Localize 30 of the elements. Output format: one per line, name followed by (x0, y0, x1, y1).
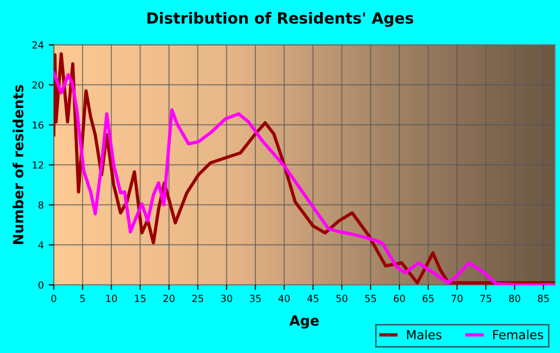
x-tick-label: 5 (80, 294, 85, 302)
x-tick-label: 45 (307, 294, 318, 302)
legend-label: Females (493, 330, 544, 340)
y-tick-label: 0 (38, 281, 44, 289)
x-tick-label: 55 (365, 294, 376, 302)
y-tick-label: 16 (32, 121, 44, 129)
y-tick-label: 12 (32, 161, 44, 169)
x-tick-label: 35 (250, 294, 261, 302)
y-tick-label: 24 (32, 41, 44, 49)
x-tick-label: 25 (192, 294, 204, 302)
x-tick-label: 80 (509, 294, 520, 302)
y-tick-label: 20 (32, 81, 44, 89)
x-axis-title: Age (289, 315, 319, 329)
y-tick-label: 4 (38, 241, 44, 249)
x-tick-label: 75 (480, 294, 492, 302)
x-tick-label: 20 (164, 294, 175, 302)
x-tick-label: 30 (221, 294, 232, 302)
y-axis-title: Number of residents (12, 85, 24, 244)
x-tick-label: 60 (394, 294, 405, 302)
x-tick-label: 50 (336, 294, 348, 302)
x-tick-label: 85 (538, 294, 549, 302)
x-tick-label: 0 (51, 294, 56, 302)
x-tick-label: 15 (135, 294, 146, 302)
chart-title: Distribution of Residents' Ages (147, 12, 414, 27)
y-tick-label: 8 (38, 201, 44, 209)
x-tick-label: 10 (106, 294, 117, 302)
x-tick-label: 70 (452, 294, 463, 302)
legend-label: Males (407, 330, 442, 340)
x-tick-label: 65 (422, 294, 434, 302)
x-tick-label: 40 (278, 294, 290, 302)
